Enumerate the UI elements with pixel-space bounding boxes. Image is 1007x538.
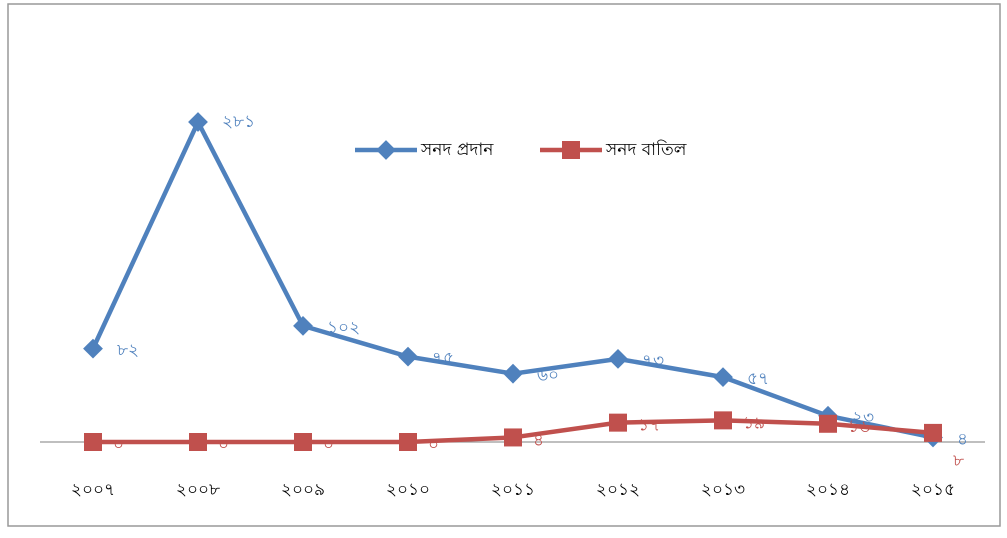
data-label: ২৮১ [222,112,255,132]
marker [924,423,942,442]
data-label: ৮ [953,451,964,471]
marker [294,433,312,451]
x-tick-label: ২০১৩ [701,480,745,500]
data-label: ৫৭ [747,369,769,389]
data-label: ৭৩ [642,351,664,371]
data-label: ১০২ [327,318,360,338]
marker [713,367,733,387]
x-tick-label: ২০১৪ [806,480,850,500]
legend-marker [376,140,396,160]
marker [714,411,732,430]
data-label: ১৯ [743,413,765,433]
data-label: ০ [113,435,124,455]
data-label: ৭৫ [432,349,454,369]
data-label: ৬০ [537,366,559,386]
x-tick-label: ২০০৭ [71,480,115,500]
x-tick-label: ২০১৫ [911,480,955,500]
chart-border [7,3,1001,527]
marker [83,338,103,359]
data-label: ৪ [533,430,544,450]
x-tick-label: ২০১০ [386,480,430,500]
marker [819,414,837,433]
marker [189,433,207,451]
x-tick-label: ২০১২ [596,480,640,500]
legend-label: সনদ প্রদান [420,140,494,160]
marker [503,363,523,384]
x-tick-label: ২০০৮ [176,480,220,500]
data-label: ০ [323,435,334,455]
marker [399,433,417,451]
data-label: ২৩ [852,408,874,428]
legend-label: সনদ বাতিল [605,139,687,160]
marker [609,413,627,432]
data-label: ৮২ [117,341,139,361]
marker [188,112,208,132]
marker [398,346,418,367]
marker [504,428,522,447]
data-label: ১৭ [638,416,660,436]
data-label: ০ [218,435,229,455]
marker [293,315,313,336]
data-label: ১৬ [848,417,870,437]
marker [84,433,102,451]
x-tick-label: ২০১১ [491,480,535,500]
marker [608,348,628,369]
data-label: ৪ [957,429,968,449]
data-label: ০ [428,435,439,455]
x-tick-label: ২০০৯ [281,480,325,500]
legend-marker [562,141,580,159]
